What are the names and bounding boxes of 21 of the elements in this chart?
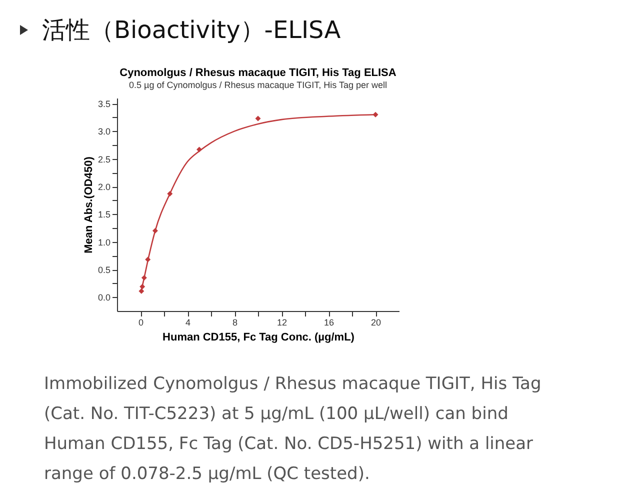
point [255,116,261,122]
chart-subtitle: 0.5 µg of Cynomolgus / Rhesus macaque TIGIT, His Tag per well [129,80,387,90]
x-axis-title: Human CD155, Fc Tag Conc. (µg/mL) [162,332,355,344]
y-axis-title: Mean Abs.(OD450) [82,156,95,254]
x-tick-label: 20 [370,318,382,328]
x-tick-label: 0 [138,318,144,328]
y-tick-label: 0.0 [98,292,110,303]
y-tick-label: 1.5 [98,210,110,220]
y-tick-label: 0.5 [98,265,110,276]
y-tick-label: 2.0 [98,182,110,192]
x-tick-label: 16 [324,318,334,328]
x-tick-label: 12 [276,318,288,328]
y-tick-label: 2.5 [98,154,110,164]
x-tick-label: 8 [232,318,238,328]
x-tick-label: 4 [185,318,191,328]
text: Immobilized Cynomolgus / Rhesus macaque TIGIT, His Tag (Cat. No. TIT-C5223) at 5 μg/mL (100 μL/well) can bind Human CD155, Fc Tag (Cat. No. CD5-H5251) with a linear range of 0.078-2.5 μg/mL (QC tested). [44,373,542,486]
chart-title: Cynomolgus / Rhesus macaque TIGIT, His Tag ELISA [120,67,396,79]
y-tick-label: 3.0 [98,126,110,137]
y-tick-label: 1.0 [98,237,110,248]
y-tick-label: 3.5 [98,99,110,110]
text: 活性（Bioactivity）-ELISA [42,15,341,46]
